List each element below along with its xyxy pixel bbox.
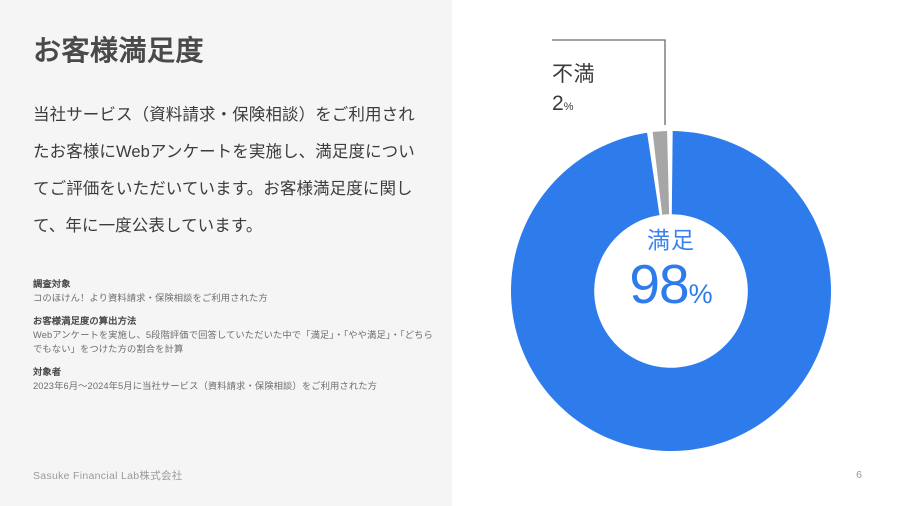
- footnotes-group: 調査対象 コのほけん！より資料請求・保険相談をご利用された方 お客様満足度の算出…: [33, 278, 433, 393]
- footnote-heading: 調査対象: [33, 279, 71, 289]
- callout-label: 不満: [552, 63, 595, 86]
- donut-slice-satisfied: [511, 131, 832, 451]
- callout-dissatisfied: 不満 2%: [552, 60, 672, 121]
- donut-chart: [511, 39, 832, 451]
- footnote-block-calculation-method: お客様満足度の算出方法 Webアンケートを実施し、5段階評価で回答していただいた…: [33, 315, 433, 356]
- chart-area: 不満 2% 満足 98% 6: [452, 0, 900, 506]
- callout-value-row: 2%: [552, 90, 672, 121]
- footer-company-name: Sasuke Financial Lab株式会社: [33, 470, 183, 482]
- callout-percent-sign: %: [563, 101, 574, 113]
- footnote-heading: 対象者: [33, 367, 62, 377]
- left-text-panel: お客様満足度 当社サービス（資料請求・保険相談）をご利用されたお客様にWebアン…: [33, 35, 433, 482]
- footnote-body: コのほけん！より資料請求・保険相談をご利用された方: [33, 293, 268, 303]
- footnote-body: 2023年6月〜2024年5月に当社サービス（資料請求・保険相談）をご利用された…: [33, 381, 378, 391]
- footnote-body: Webアンケートを実施し、5段階評価で回答していただいた中で「満足」・「やや満足…: [33, 330, 433, 354]
- footnote-heading: お客様満足度の算出方法: [33, 316, 137, 326]
- donut-slice-dissatisfied: [652, 131, 670, 215]
- callout-leader-line: [552, 39, 666, 125]
- footnote-block-survey-target: 調査対象 コのほけん！より資料請求・保険相談をご利用された方: [33, 278, 433, 305]
- footnote-block-respondents: 対象者 2023年6月〜2024年5月に当社サービス（資料請求・保険相談）をご利…: [33, 366, 433, 393]
- page-number: 6: [856, 469, 862, 481]
- lead-paragraph: 当社サービス（資料請求・保険相談）をご利用されたお客様にWebアンケートを実施し…: [33, 106, 415, 235]
- callout-number: 2: [552, 92, 564, 115]
- page-title: お客様満足度: [33, 35, 205, 66]
